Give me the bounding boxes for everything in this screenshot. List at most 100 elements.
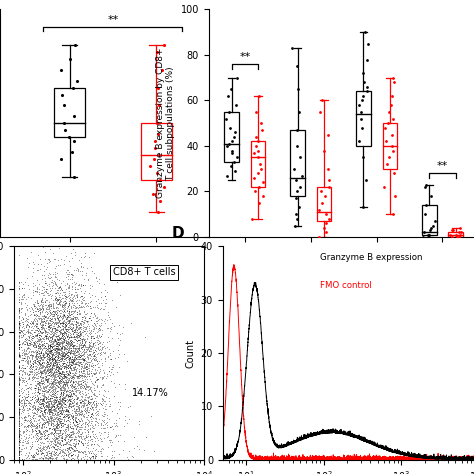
Point (63, 367, 71, 374)
Point (71, 390, 78, 398)
Point (49, 346, 57, 353)
Point (53, 326, 60, 333)
Point (39, 395, 47, 402)
Point (94, 304, 102, 311)
Point (29, 413, 36, 420)
Point (44, 342, 52, 349)
Point (326, 183, 333, 191)
Point (78, 447, 85, 455)
Point (64, 328, 71, 335)
Point (15, 410, 23, 417)
Point (50, 391, 58, 398)
Point (19, 315, 27, 323)
Point (55, 293, 63, 301)
Point (39, 349, 46, 357)
Point (78, 397, 85, 405)
Point (26, 381, 34, 388)
Point (31, 396, 39, 403)
Point (44, 405, 52, 413)
Point (75, 281, 83, 289)
Point (20, 330, 27, 338)
Point (67, 434, 74, 441)
Point (58, 346, 65, 353)
Point (62, 344, 69, 352)
Point (71, 417, 79, 424)
Point (76, 337, 83, 344)
Point (56, 402, 64, 410)
Point (48, 302, 55, 310)
Point (67, 374, 75, 382)
Point (92, 402, 100, 410)
Point (93, 301, 100, 309)
Point (53, 442, 61, 450)
Point (49, 379, 56, 387)
Point (77, 417, 84, 425)
Point (61, 119, 68, 127)
Point (36, 403, 44, 411)
Point (37, 332, 45, 340)
Point (45, 307, 53, 315)
Point (66, 357, 73, 365)
Point (34, 329, 42, 337)
Point (15, 451, 23, 458)
Point (34, 389, 42, 396)
Point (88, 419, 95, 427)
Point (36, 404, 44, 412)
Point (58, 422, 66, 429)
Point (77, 367, 84, 374)
Point (66, 378, 73, 386)
Point (55, 338, 63, 346)
Point (42, 289, 50, 296)
Point (39, 401, 46, 409)
Point (36, 320, 44, 328)
Point (35, 421, 43, 428)
Point (62, 361, 70, 368)
Point (40, 344, 47, 351)
Point (24, 341, 31, 349)
Point (60, 311, 67, 319)
Point (22, 434, 30, 441)
Point (74, 346, 82, 353)
Point (36, 344, 44, 351)
Point (86, 432, 93, 440)
Point (55, 245, 63, 252)
Point (36, 350, 43, 358)
Point (102, 393, 109, 401)
Point (90, 400, 97, 407)
Point (58, 287, 66, 294)
Point (99, 326, 106, 333)
Point (38, 448, 46, 456)
Point (15, 422, 23, 429)
Point (67, 361, 75, 369)
Point (26, 324, 33, 331)
Point (62, 400, 69, 408)
Point (92, 411, 100, 419)
Point (73, 310, 81, 317)
Point (60, 441, 67, 448)
Point (36, 447, 44, 455)
Point (44, 416, 52, 423)
Point (38, 396, 46, 403)
Point (99, 401, 106, 409)
Point (80, 335, 87, 342)
Point (32, 456, 40, 463)
Point (42, 393, 49, 401)
Point (51, 402, 58, 410)
Point (15, 379, 23, 387)
Point (15, 399, 23, 407)
Point (74, 448, 82, 456)
Point (79, 369, 86, 376)
Point (36, 411, 43, 419)
Point (37, 305, 45, 313)
Point (86, 304, 94, 311)
Point (55, 348, 62, 356)
Point (54, 415, 62, 423)
Point (53, 342, 61, 350)
Point (73, 344, 80, 352)
Point (36, 369, 43, 376)
Point (56, 356, 64, 363)
Point (76, 339, 83, 346)
Point (60, 412, 68, 420)
Point (60, 317, 68, 325)
Point (67, 310, 74, 318)
